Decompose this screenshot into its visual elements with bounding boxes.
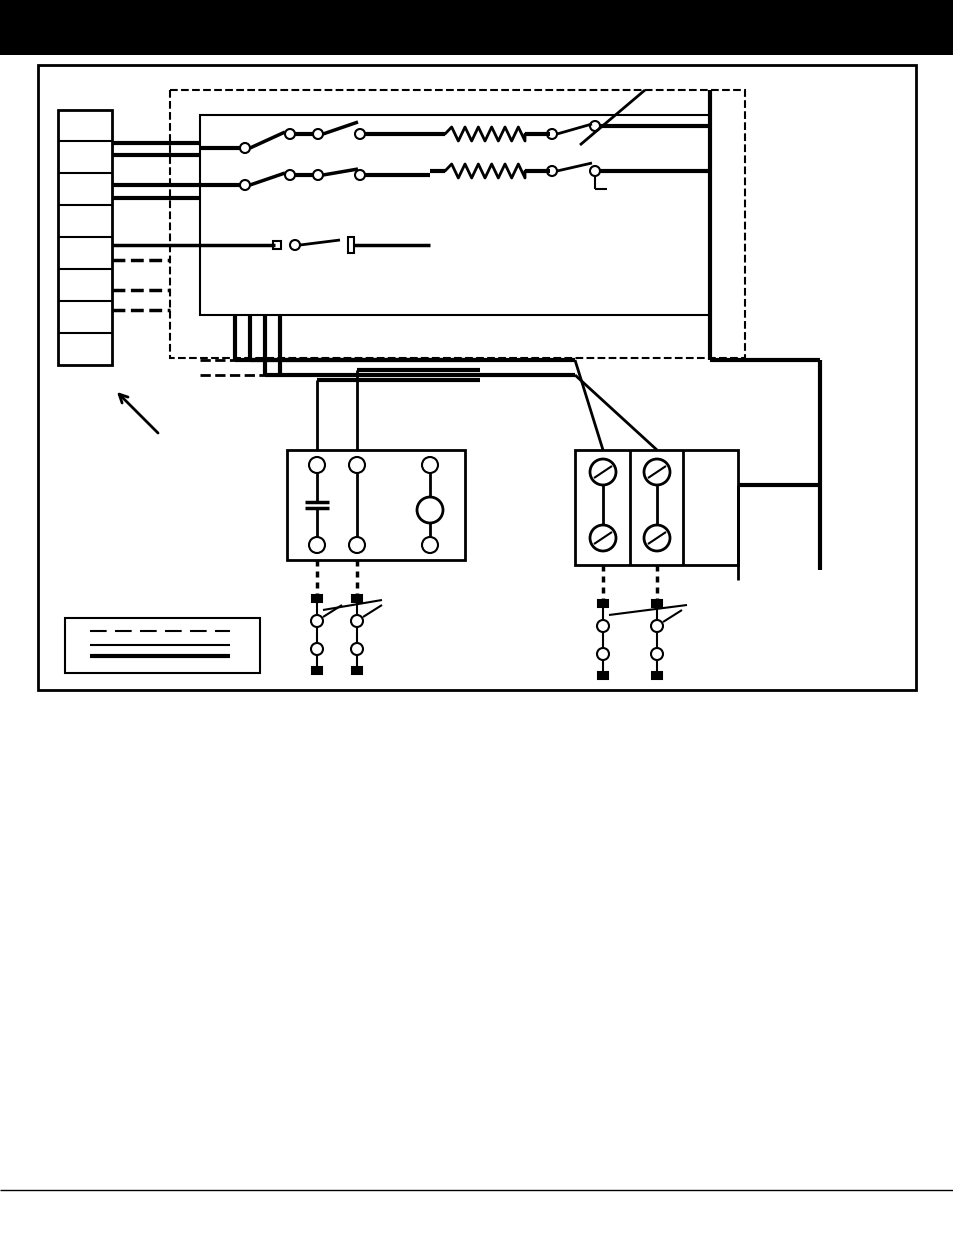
Bar — [651, 672, 661, 679]
Circle shape — [546, 128, 557, 140]
Bar — [312, 667, 322, 674]
Circle shape — [589, 121, 599, 131]
Bar — [575, 450, 738, 564]
Bar — [352, 667, 361, 674]
Circle shape — [589, 165, 599, 177]
Bar — [38, 65, 915, 690]
Bar — [0, 0, 953, 56]
Circle shape — [546, 165, 557, 177]
Bar — [200, 115, 709, 315]
Bar — [170, 90, 744, 358]
Bar — [352, 595, 361, 601]
Bar — [58, 110, 112, 366]
Bar — [287, 450, 464, 559]
Bar — [598, 672, 607, 679]
Bar — [348, 237, 354, 253]
Bar — [273, 241, 281, 249]
Bar — [312, 595, 322, 601]
Bar — [651, 600, 661, 606]
Bar — [598, 600, 607, 606]
Bar — [65, 618, 260, 673]
